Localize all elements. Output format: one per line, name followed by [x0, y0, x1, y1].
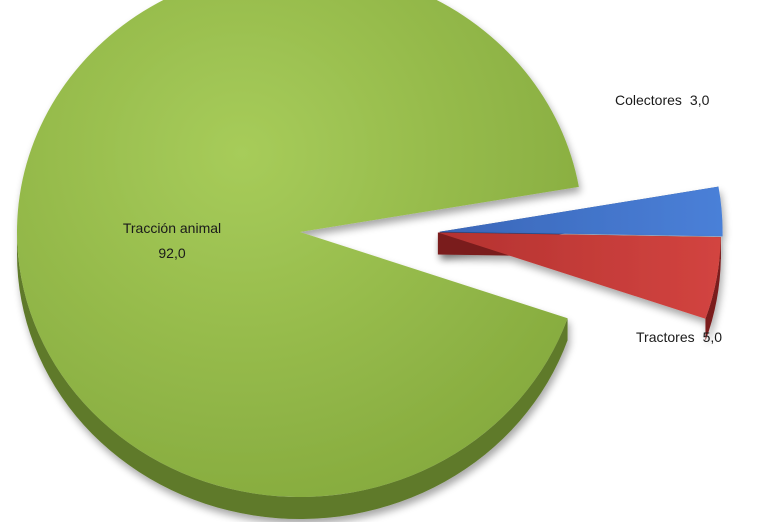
- label-colectores-value: 3,0: [690, 92, 710, 108]
- slice-tractores: [437, 232, 721, 341]
- slice-side: [705, 237, 721, 341]
- label-tractores-value: 5,0: [703, 329, 723, 345]
- label-colectores-name: Colectores: [615, 92, 682, 108]
- pie-slices: [17, 0, 723, 520]
- label-tractores: Tractores 5,0: [636, 329, 722, 345]
- slice-tracci-n-animal: [17, 0, 579, 520]
- slice-top: [439, 186, 723, 237]
- label-traccion-name: Tracción animal: [123, 220, 221, 236]
- label-colectores: Colectores 3,0: [615, 92, 710, 108]
- label-tractores-name: Tractores: [636, 329, 695, 345]
- slice-top: [437, 232, 721, 319]
- label-traccion-value: 92,0: [158, 245, 185, 261]
- slice-top: [17, 0, 579, 497]
